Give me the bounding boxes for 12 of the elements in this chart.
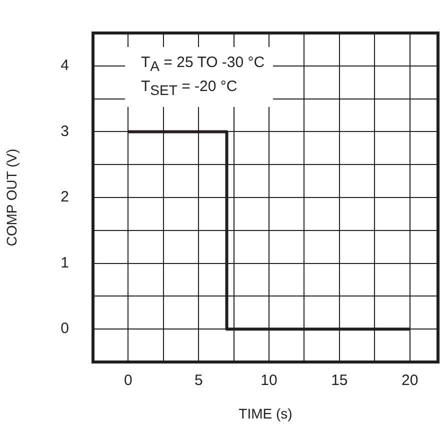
x-tick-label: 5 xyxy=(194,372,203,390)
y-tick-label: 4 xyxy=(60,57,69,74)
x-tick-label: 0 xyxy=(124,372,132,390)
y-tick-label: 1 xyxy=(60,254,69,272)
x-tick-label: 20 xyxy=(401,372,418,390)
y-tick-label: 2 xyxy=(60,188,69,206)
y-tick-label: 3 xyxy=(60,122,69,140)
x-axis-title: TIME (s) xyxy=(238,405,292,422)
y-axis-title: COMP OUT (V) xyxy=(3,148,20,246)
x-tick-label: 15 xyxy=(331,372,348,390)
x-tick-label: 10 xyxy=(260,372,278,390)
y-tick-label: 0 xyxy=(60,320,69,338)
